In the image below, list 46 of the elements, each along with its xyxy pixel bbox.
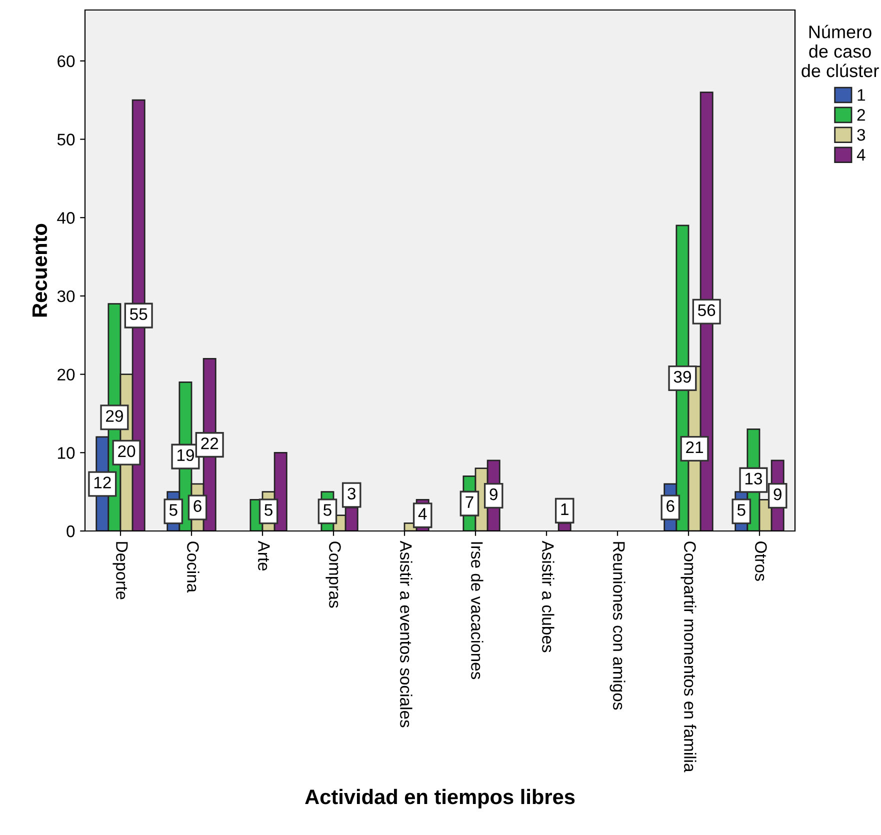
data-label: 6 xyxy=(194,500,202,512)
x-tick-label: Deporte xyxy=(112,542,128,600)
legend-title: Número de caso de clúster xyxy=(802,24,879,78)
data-label: 7 xyxy=(466,496,474,508)
data-label: 5 xyxy=(169,504,178,516)
legend-label: 2 xyxy=(857,109,865,121)
data-label: 13 xyxy=(745,472,762,485)
data-label: 12 xyxy=(94,476,111,488)
x-axis-title: Actividad en tiempos libres xyxy=(305,788,575,808)
x-tick-label: Asistir a eventos sociales xyxy=(400,540,412,728)
x-tick-label: Compras xyxy=(326,542,341,608)
legend-label: 4 xyxy=(856,149,866,161)
data-label: 4 xyxy=(418,508,427,520)
y-axis-title: Recuento xyxy=(32,224,48,317)
data-label: 39 xyxy=(674,370,691,383)
y-tick-label: 40 xyxy=(57,212,75,224)
data-label: 9 xyxy=(774,488,782,500)
data-label: 56 xyxy=(698,304,716,316)
x-tick-label: Irse de vacaciones xyxy=(471,542,484,680)
data-label: 20 xyxy=(118,445,136,458)
y-tick-label: 10 xyxy=(58,447,75,459)
data-label: 29 xyxy=(106,410,123,422)
data-label: 5 xyxy=(737,504,746,516)
data-label: 1 xyxy=(561,504,568,516)
x-tick-label: Otros xyxy=(755,542,767,581)
legend-label: 3 xyxy=(857,128,866,141)
y-tick-label: 60 xyxy=(58,55,75,68)
y-tick-label: 0 xyxy=(66,525,75,538)
x-tick-label: Asistir a clubes xyxy=(542,540,554,652)
legend-label: 1 xyxy=(858,89,865,101)
data-label: 6 xyxy=(666,500,674,512)
y-tick-label: 30 xyxy=(57,290,75,302)
data-label: 22 xyxy=(201,437,218,450)
x-tick-label: Compartir momentos en familia xyxy=(680,542,696,772)
y-tick-label: 20 xyxy=(58,368,75,381)
data-label: 19 xyxy=(177,449,194,462)
data-label: 3 xyxy=(348,488,356,500)
x-tick-label: Reuniones con amigos xyxy=(610,542,626,710)
x-tick-label: Arte xyxy=(258,540,270,571)
y-tick-label: 50 xyxy=(57,134,75,146)
data-label: 9 xyxy=(490,488,498,500)
data-label: 21 xyxy=(686,441,703,454)
data-label: 5 xyxy=(264,504,272,516)
data-label: 55 xyxy=(130,308,148,320)
x-tick-label: Cocina xyxy=(187,542,200,593)
data-label: 5 xyxy=(324,504,332,516)
